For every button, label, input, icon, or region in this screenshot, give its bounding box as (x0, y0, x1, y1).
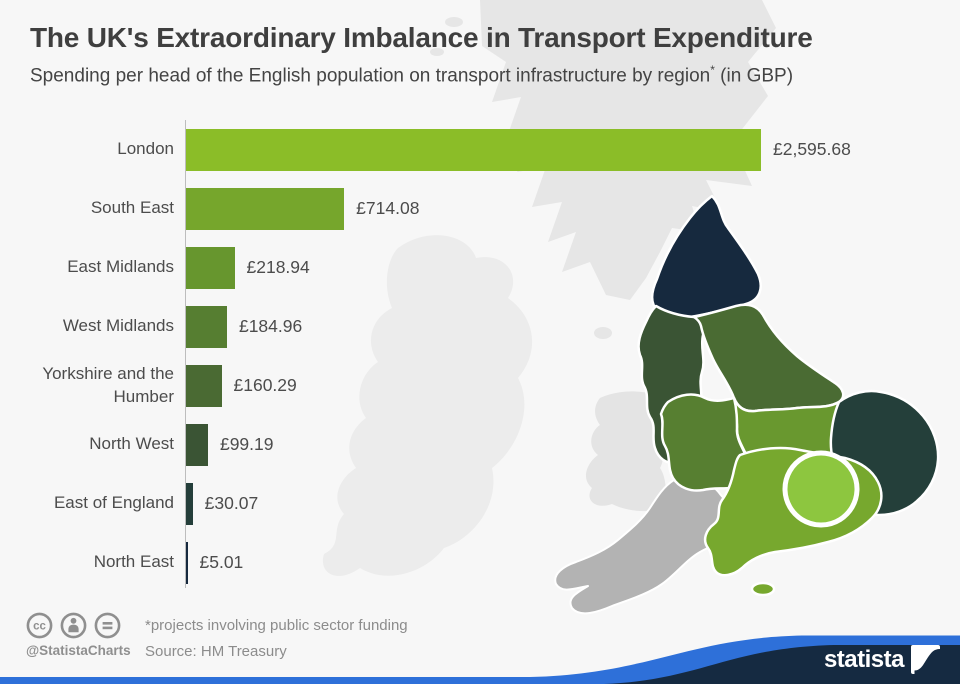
bar-row: South East £714.08 (0, 179, 960, 238)
footer-license: cc @StatistaCharts (26, 612, 131, 658)
bar (186, 129, 761, 171)
bar-category-label: South East (90, 198, 174, 218)
bar-category-label: North West (89, 434, 174, 454)
map-region-isle-of-man (594, 327, 612, 339)
svg-text:cc: cc (33, 621, 46, 633)
bar (186, 542, 188, 584)
cc-icon: cc (26, 612, 53, 639)
bar-row: North West £99.19 (0, 415, 960, 474)
creative-commons-icons: cc (26, 612, 131, 639)
subtitle-unit: (in GBP) (714, 65, 794, 87)
map-region-london (782, 450, 860, 528)
bar-row: London £2,595.68 (0, 120, 960, 179)
bar-category-label: East of England (53, 493, 174, 513)
page-title: The UK's Extraordinary Imbalance in Tran… (30, 22, 813, 53)
bar-value-label: £30.07 (204, 493, 259, 513)
bar-category-label: London (117, 139, 174, 159)
bar-value-label: £2,595.68 (773, 139, 851, 159)
bar-category-label: East Midlands (67, 257, 174, 277)
map-region-isle-of-wight (750, 581, 776, 597)
source-text: Source: HM Treasury (145, 643, 287, 660)
map-region-scottish-isle-1 (445, 17, 463, 27)
bar-value-label: £160.29 (233, 375, 297, 395)
wave-navy-shape (604, 645, 960, 684)
bar-value-label: £218.94 (246, 257, 310, 277)
bar-value-label: £5.01 (199, 552, 244, 572)
map-region-scottish-isle-2 (430, 48, 444, 56)
attribution-person-icon (60, 612, 87, 639)
bar-row: East Midlands £218.94 (0, 238, 960, 297)
y-axis-line (185, 120, 186, 588)
header: The UK's Extraordinary Imbalance in Tran… (30, 22, 813, 87)
bar-category-label: West Midlands (62, 316, 174, 336)
map-region-wales (585, 391, 670, 512)
map-region-ireland (322, 235, 533, 576)
bar (186, 483, 193, 525)
bar-row: West Midlands £184.96 (0, 297, 960, 356)
statista-charts-handle: @StatistaCharts (26, 643, 131, 658)
bar-value-label: £714.08 (356, 198, 420, 218)
footnote-text: *projects involving public sector fundin… (145, 617, 408, 634)
statista-logo-text: statista (823, 645, 905, 673)
bar-row: Yorkshire and the Humber £160.29 (0, 356, 960, 415)
bar-value-label: £184.96 (238, 316, 303, 336)
bar-row: East of England £30.07 (0, 474, 960, 533)
footnote-block: *projects involving public sector fundin… (145, 617, 408, 660)
bar-category-label: North East (93, 552, 174, 572)
statista-branding-bar: statista (0, 622, 960, 684)
statista-logo: statista (824, 645, 940, 674)
bar (186, 424, 208, 466)
subtitle-text: Spending per head of the English populat… (30, 65, 711, 87)
bar (186, 306, 227, 348)
no-derivatives-equals-icon (94, 612, 121, 639)
bar (186, 188, 345, 230)
bar (186, 247, 235, 289)
bar-category-label: Yorkshire and the Humber (42, 363, 174, 406)
statista-logo-mark-icon (911, 645, 940, 674)
page-subtitle: Spending per head of the English populat… (30, 63, 813, 87)
bar-value-label: £99.19 (219, 434, 274, 454)
subtitle-footnote-marker: * (710, 63, 715, 77)
bar-row: North East £5.01 (0, 533, 960, 592)
bar (186, 365, 222, 407)
branding-wave (0, 635, 960, 684)
